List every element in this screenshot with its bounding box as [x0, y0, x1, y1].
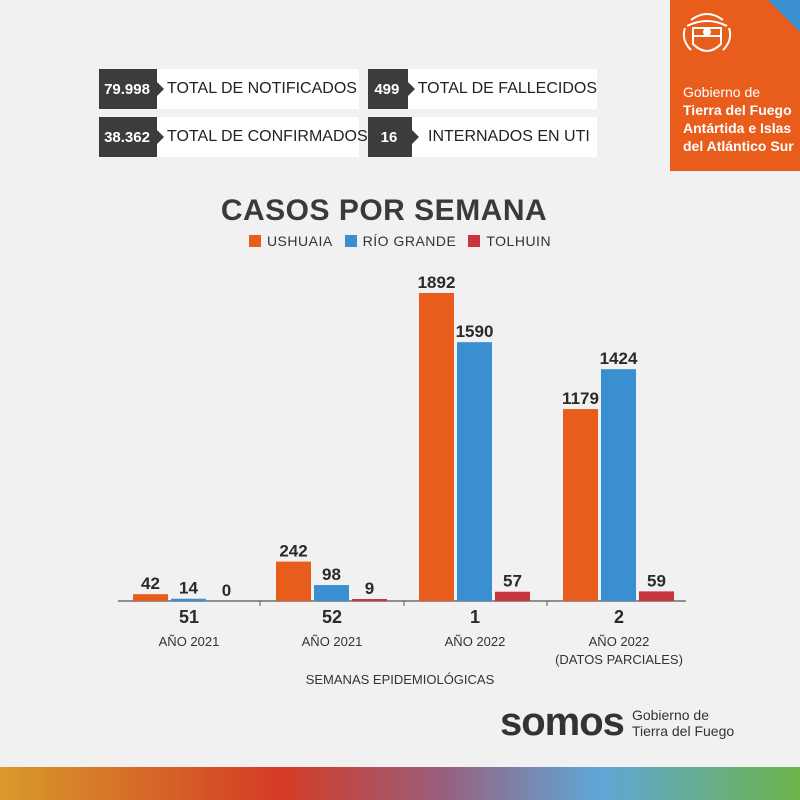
bar-chart: 42 14 0 51 AÑO 2021 242 98 9 52 AÑO 2021 1892 1590 5… — [118, 273, 686, 687]
stat-value: 16 — [368, 117, 419, 157]
data-label: 57 — [503, 572, 522, 591]
category-sublabel: AÑO 2021 — [159, 634, 220, 649]
data-label: 14 — [179, 579, 198, 598]
data-label: 242 — [279, 542, 307, 561]
stat-confirmados: 38.362 TOTAL DE CONFIRMADOS — [99, 117, 368, 157]
government-line-2: Tierra del Fuego — [683, 102, 792, 118]
chart-legend: USHUAIA RÍO GRANDE TOLHUIN — [0, 233, 800, 249]
bottom-gradient-bar — [0, 767, 800, 800]
data-label: 98 — [322, 565, 341, 584]
stat-label: TOTAL DE FALLECIDOS — [417, 80, 597, 97]
somos-brand: somos Gobierno de Tierra del Fuego — [500, 700, 734, 745]
somos-sub-line-2: Tierra del Fuego — [631, 722, 735, 739]
category-label: 1 — [470, 607, 480, 627]
stat-value: 38.362 — [99, 117, 164, 157]
bar-tolhuin — [639, 591, 674, 601]
stat-internados-uti: 16 INTERNADOS EN UTI — [368, 117, 597, 157]
stat-label: TOTAL DE NOTIFICADOS — [167, 80, 357, 97]
chart-title: CASOS POR SEMANA — [220, 194, 548, 227]
coat-of-arms-icon — [682, 13, 732, 52]
category-sublabel: AÑO 2022 — [589, 634, 650, 649]
legend-item-rio-grande: RÍO GRANDE — [344, 233, 457, 249]
somos-subtitle: Gobierno de Tierra del Fuego — [632, 707, 734, 739]
legend-label: TOLHUIN — [486, 233, 552, 249]
bar-río-grande — [457, 342, 492, 601]
stat-notificados: 79.998 TOTAL DE NOTIFICADOS — [99, 69, 359, 109]
legend-label: RÍO GRANDE — [362, 233, 457, 249]
category-sublabel: (DATOS PARCIALES) — [555, 652, 683, 667]
legend-item-tolhuin: TOLHUIN — [468, 233, 551, 249]
bar-tolhuin — [352, 599, 387, 601]
category-label: 2 — [614, 607, 624, 627]
stat-label: TOTAL DE CONFIRMADOS — [167, 128, 368, 145]
stat-fallecidos: 499 TOTAL DE FALLECIDOS — [368, 69, 597, 109]
bar-ushuaia — [133, 594, 168, 601]
data-label: 0 — [222, 581, 231, 600]
corner-fold-decoration — [768, 0, 800, 32]
government-logo-box: Gobierno de Tierra del Fuego Antártida e… — [670, 0, 800, 171]
bar-ushuaia — [276, 561, 311, 601]
category-sublabel: AÑO 2021 — [302, 634, 363, 649]
government-line-1: Gobierno de — [683, 84, 761, 100]
stat-value: 79.998 — [99, 69, 164, 109]
data-label: 9 — [365, 579, 374, 598]
category-label: 51 — [179, 607, 199, 627]
government-line-4: del Atlántico Sur — [683, 138, 794, 154]
somos-sub-line-1: Gobierno de — [631, 706, 709, 723]
data-label: 1590 — [456, 322, 494, 341]
data-label: 42 — [141, 574, 160, 593]
somos-wordmark: somos — [500, 700, 625, 744]
bar-ushuaia — [563, 409, 598, 601]
bar-tolhuin — [495, 591, 530, 601]
x-axis-label: SEMANAS EPIDEMIOLÓGICAS — [306, 672, 495, 687]
category-label: 52 — [322, 607, 342, 627]
legend-swatch — [344, 235, 357, 247]
data-label: 1179 — [562, 389, 599, 408]
stat-value: 499 — [368, 69, 415, 109]
legend-label: USHUAIA — [266, 233, 333, 249]
stat-label: INTERNADOS EN UTI — [428, 128, 590, 145]
category-sublabel: AÑO 2022 — [445, 634, 506, 649]
bar-río-grande — [171, 598, 206, 601]
data-label: 59 — [647, 571, 666, 590]
government-line-3: Antártida e Islas — [683, 120, 792, 136]
legend-swatch — [468, 235, 481, 247]
legend-item-ushuaia: USHUAIA — [248, 233, 333, 249]
bar-río-grande — [314, 585, 349, 601]
data-label: 1892 — [418, 273, 456, 292]
bar-ushuaia — [419, 293, 454, 601]
bar-río-grande — [601, 369, 636, 601]
legend-swatch — [248, 235, 261, 247]
data-label: 1424 — [600, 349, 638, 368]
